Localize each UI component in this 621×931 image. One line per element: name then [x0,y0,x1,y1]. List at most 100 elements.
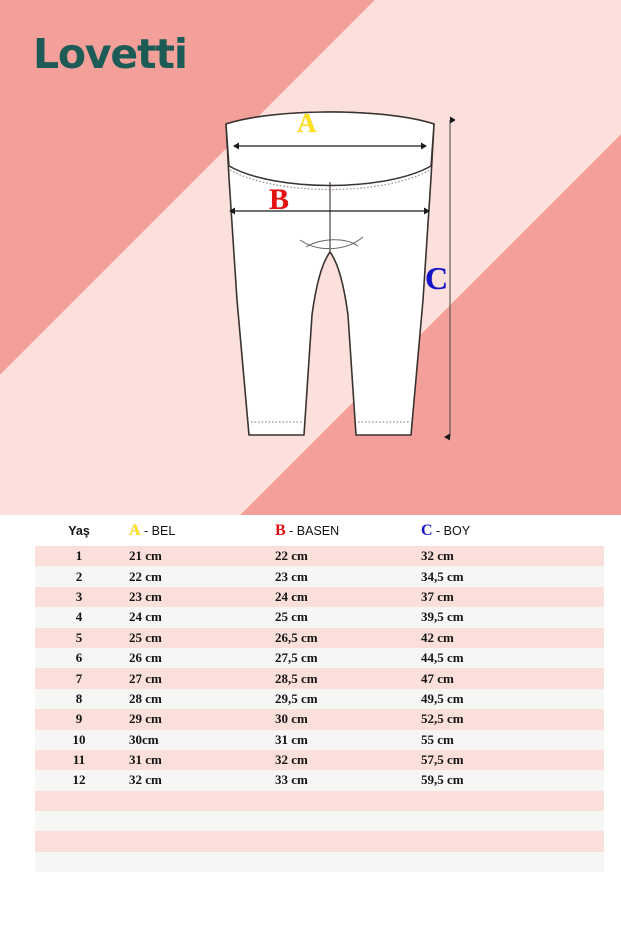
leggings-technical-drawing [205,100,455,460]
column-header-bel-label: - BEL [140,524,176,538]
table-row-empty [35,790,604,812]
cell-age: 9 [75,711,83,727]
cell-age: 11 [72,752,86,768]
cell-age: 1 [75,548,83,564]
cell-boy [415,831,604,851]
column-header-bel: A - BEL [123,518,269,546]
table-row: 6 26 cm 27,5 cm 44,5 cm [35,647,604,669]
cell-bel: 21 cm [129,548,162,564]
table-head: Yaş A - BEL B - BASEN C - BOY [35,518,604,546]
column-header-basen-label: - BASEN [285,524,340,538]
cell-bel: 28 cm [129,690,162,706]
column-header-boy: C - BOY [415,518,604,546]
table-row: 2 22 cm 23 cm 34,5 cm [35,566,604,587]
header-letter-a: A [129,522,141,539]
cell-bel: 29 cm [129,711,162,727]
column-header-boy-label: - BOY [432,524,471,538]
cell-age: 12 [72,772,86,788]
cell-boy: 44,5 cm [421,650,464,666]
cell-age [35,852,123,872]
measurement-label-b: B [269,183,290,216]
cell-basen: 24 cm [275,588,308,604]
cell-basen: 26,5 cm [275,629,318,645]
cell-basen [269,811,415,831]
column-header-basen: B - BASEN [269,518,415,546]
cell-bel: 32 cm [129,772,162,788]
cell-basen: 28,5 cm [275,670,318,686]
cell-boy: 47 cm [421,670,454,686]
header-letter-b: B [275,522,286,539]
cell-boy: 59,5 cm [421,772,464,788]
cell-boy: 55 cm [421,731,454,747]
table-row-empty [35,851,604,873]
table-row: 11 31 cm 32 cm 57,5 cm [35,749,604,771]
cell-basen: 31 cm [275,731,308,747]
column-header-age-label: Yaş [68,524,90,538]
cell-bel: 27 cm [129,670,162,686]
cell-basen [269,831,415,851]
cell-age: 10 [72,731,86,747]
cell-bel: 24 cm [129,609,162,625]
measurement-label-a: A [297,108,317,138]
cell-age: 7 [75,670,83,686]
cell-boy: 34,5 cm [421,568,464,584]
table-row: 8 28 cm 29,5 cm 49,5 cm [35,688,604,710]
table-row: 9 29 cm 30 cm 52,5 cm [35,709,604,730]
measurement-label-c: C [425,260,449,296]
cell-basen: 29,5 cm [275,690,318,706]
cell-bel: 31 cm [129,752,162,768]
table-row-empty [35,811,604,832]
cell-basen: 27,5 cm [275,650,318,666]
cell-age [35,811,123,831]
table-row: 5 25 cm 26,5 cm 42 cm [35,627,604,648]
cell-basen: 30 cm [275,711,308,727]
table-row-empty [35,831,604,852]
cell-boy [415,852,604,872]
cell-age: 6 [75,650,83,666]
cell-basen: 22 cm [275,548,308,564]
cell-boy: 42 cm [421,629,454,645]
cell-age: 8 [75,690,83,706]
cell-basen: 23 cm [275,568,308,584]
cell-age: 2 [75,568,83,584]
cell-boy [415,811,604,831]
cell-boy: 57,5 cm [421,752,464,768]
cell-boy [415,791,604,811]
cell-bel [123,811,269,831]
cell-boy: 37 cm [421,588,454,604]
cell-bel: 22 cm [129,568,162,584]
cell-basen: 33 cm [275,772,308,788]
cell-bel: 23 cm [129,588,162,604]
cell-bel [123,852,269,872]
table-body: 1 21 cm 22 cm 32 cm 2 22 cm 23 cm 34,5 cm 3 23 cm… [35,546,604,873]
cell-age [35,831,123,851]
cell-age: 5 [75,629,83,645]
cell-basen [269,791,415,811]
table-row: 7 27 cm 28,5 cm 47 cm [35,668,604,689]
table-row: 1 21 cm 22 cm 32 cm [35,546,604,567]
table-row: 12 32 cm 33 cm 59,5 cm [35,770,604,791]
cell-bel: 30cm [129,731,159,747]
brand-logo: Lovetti [33,30,188,78]
cell-bel: 26 cm [129,650,162,666]
table-row: 4 24 cm 25 cm 39,5 cm [35,607,604,628]
cell-basen [269,852,415,872]
cell-boy: 49,5 cm [421,690,464,706]
hero-banner: Lovetti [0,0,621,515]
table-row: 3 23 cm 24 cm 37 cm [35,586,604,608]
table-row: 10 30cm 31 cm 55 cm [35,729,604,750]
header-letter-c: C [421,522,433,539]
cell-bel: 25 cm [129,629,162,645]
cell-bel [123,791,269,811]
size-chart-table-wrapper: Yaş A - BEL B - BASEN C - BOY 1 21 cm 22 c… [35,518,604,873]
cell-basen: 32 cm [275,752,308,768]
cell-age: 4 [75,609,83,625]
cell-age: 3 [75,588,83,604]
cell-age [35,791,123,811]
cell-boy: 39,5 cm [421,609,464,625]
cell-boy: 32 cm [421,548,454,564]
cell-boy: 52,5 cm [421,711,464,727]
column-header-age: Yaş [35,518,123,546]
size-chart-table: Yaş A - BEL B - BASEN C - BOY 1 21 cm 22 c… [35,518,604,873]
table-header-row: Yaş A - BEL B - BASEN C - BOY [35,518,604,546]
